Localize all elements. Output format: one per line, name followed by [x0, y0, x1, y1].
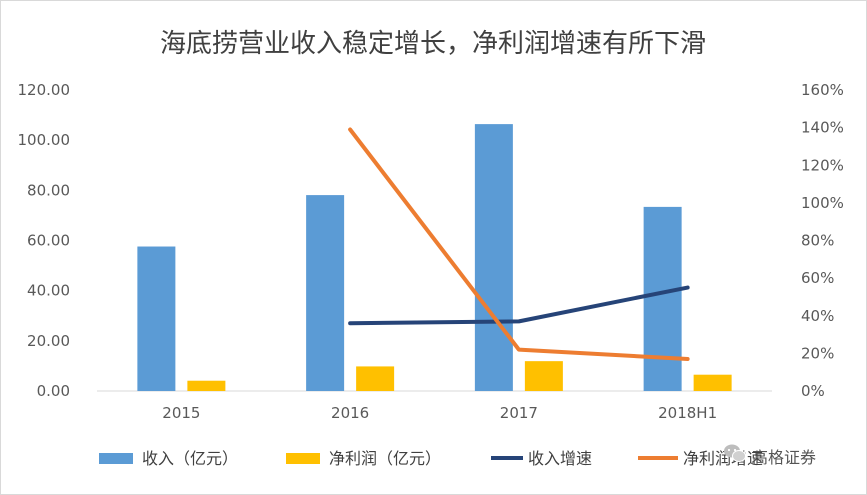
y-right-tick-label: 20%	[801, 344, 834, 362]
y-right-tick-label: 120%	[801, 156, 844, 174]
legend-label: 收入增速	[528, 449, 592, 468]
net-profit-growth-line	[348, 127, 690, 362]
y-left-tick-label: 60.00	[27, 232, 70, 250]
watermark: 高格证券	[724, 444, 816, 467]
y-right-tick-label: 40%	[801, 307, 834, 325]
bar-revenue	[306, 195, 345, 391]
legend-label: 收入（亿元）	[142, 449, 238, 468]
legend-item: 收入（亿元）	[99, 449, 238, 468]
bar-net-profit	[524, 361, 563, 391]
y-right-tick-label: 80%	[801, 232, 834, 250]
y-left-tick-label: 20.00	[27, 332, 70, 350]
revenue-growth-line	[348, 285, 690, 326]
legend-item: 收入增速	[491, 449, 592, 468]
legend-item: 净利润（亿元）	[286, 449, 441, 468]
chart-title: 海底捞营业收入稳定增长，净利润增速有所下滑	[160, 29, 706, 59]
y-left-tick-label: 80.00	[27, 181, 70, 199]
x-tick-label: 2017	[500, 404, 538, 422]
x-tick-label: 2015	[162, 404, 200, 422]
legend-swatch	[99, 453, 133, 464]
bar-net-profit	[187, 380, 226, 391]
y-left-tick-label: 100.00	[18, 131, 71, 149]
watermark-text: 高格证券	[752, 448, 816, 467]
bar-net-profit	[356, 366, 395, 391]
y-left-tick-label: 120.00	[18, 81, 71, 99]
y-right-tick-label: 100%	[801, 194, 844, 212]
legend-label: 净利润增速	[683, 449, 763, 468]
plot-area: 0.00 20.00 40.00 60.00 80.00 100.00 120.00 0% 20…	[18, 81, 844, 422]
x-tick-label: 2016	[331, 404, 369, 422]
y-right-tick-label: 140%	[801, 119, 844, 137]
x-tick-label: 2018H1	[658, 404, 717, 422]
y-right-tick-label: 0%	[801, 382, 825, 400]
wechat-icon	[724, 444, 746, 462]
y-left-tick-label: 40.00	[27, 282, 70, 300]
bar-revenue	[137, 246, 176, 391]
y-right-tick-label: 60%	[801, 269, 834, 287]
y-left-tick-label: 0.00	[37, 382, 70, 400]
legend-swatch	[286, 453, 320, 464]
bar-revenue	[474, 124, 513, 391]
y-right-tick-label: 160%	[801, 81, 844, 99]
bar-revenue	[643, 206, 682, 391]
bar-net-profit	[693, 374, 732, 391]
legend-label: 净利润（亿元）	[329, 449, 441, 468]
